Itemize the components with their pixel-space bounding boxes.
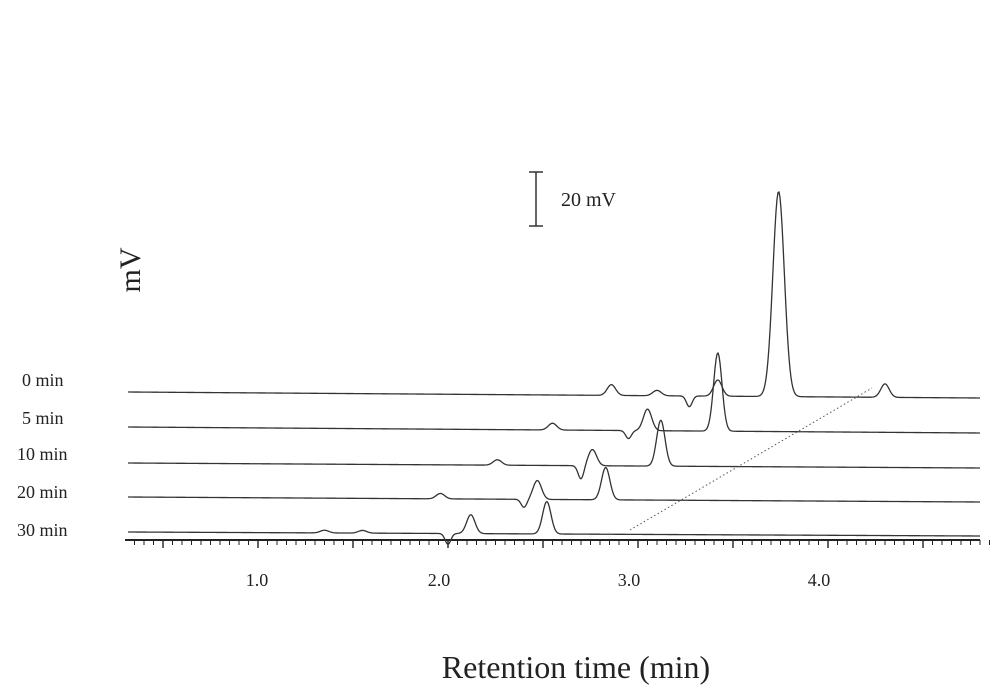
x-axis-label: Retention time (min) <box>442 649 710 685</box>
trace-10-min <box>127 419 981 480</box>
trace-0-min <box>127 191 981 408</box>
x-tick-label-2: 2.0 <box>428 570 451 590</box>
trace-30-min <box>128 500 980 545</box>
scale-bar-label: 20 mV <box>561 189 617 211</box>
scale-bar <box>529 171 543 227</box>
trace-20-min <box>127 466 981 508</box>
x-axis-ticks <box>134 540 990 548</box>
x-tick-label-3: 3.0 <box>618 570 641 590</box>
x-tick-label-4: 4.0 <box>808 570 831 590</box>
series-label-0min: 0 min <box>22 370 64 390</box>
chromatogram-traces <box>127 191 981 545</box>
series-label-10min: 10 min <box>17 444 68 464</box>
series-label-30min: 30 min <box>17 520 68 540</box>
retention-drift-guide <box>629 387 873 531</box>
series-label-20min: 20 min <box>17 482 68 502</box>
series-label-5min: 5 min <box>22 408 64 428</box>
trace-5-min <box>127 352 981 440</box>
y-axis-label: mV <box>114 247 147 292</box>
x-tick-label-1: 1.0 <box>246 570 269 590</box>
